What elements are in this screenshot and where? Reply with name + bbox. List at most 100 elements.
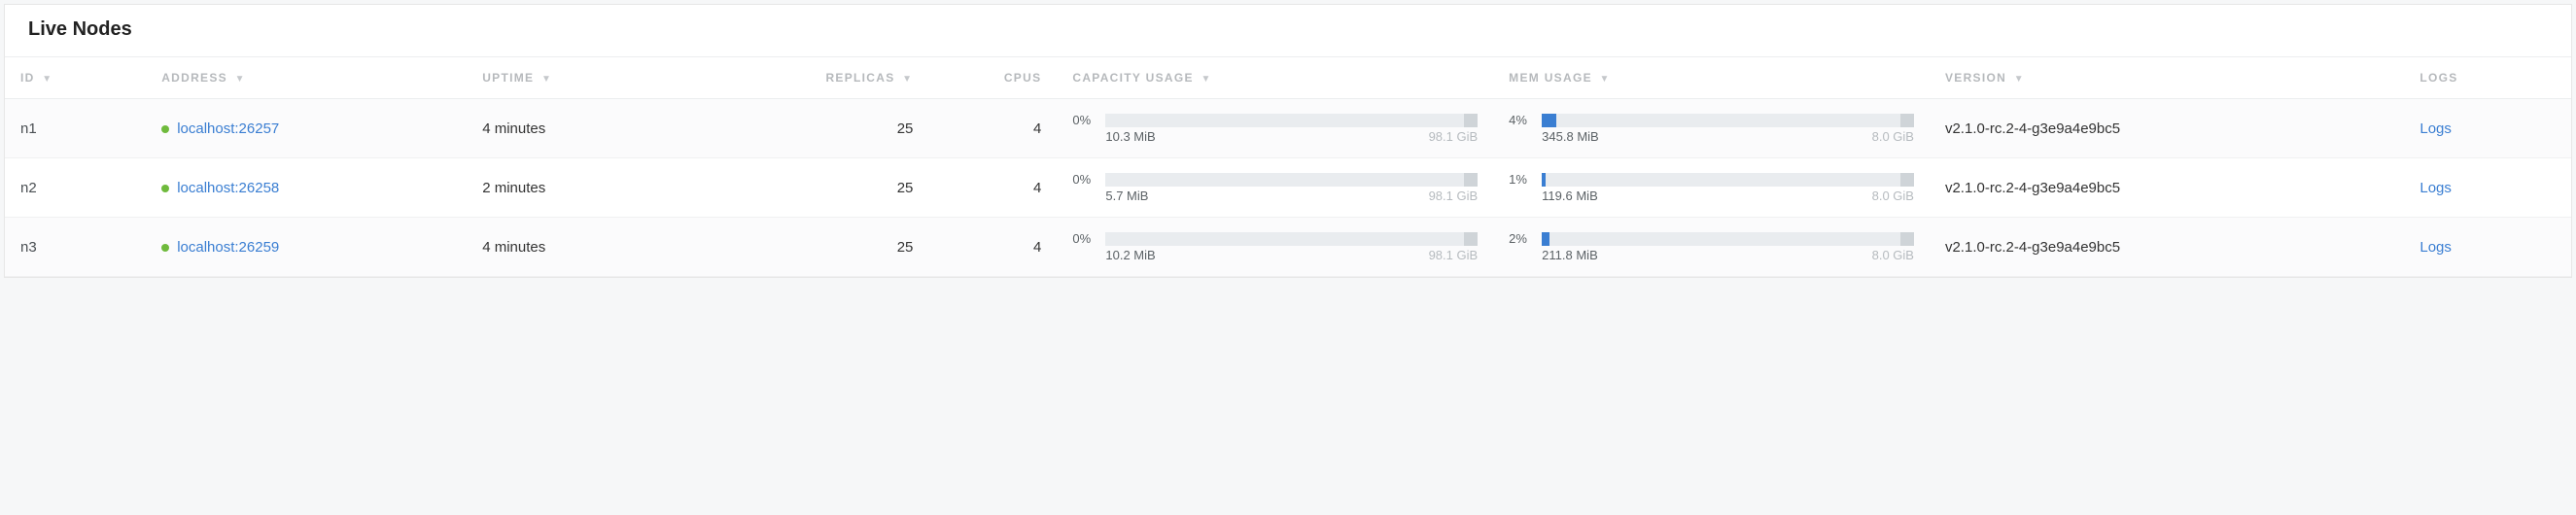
node-address-link[interactable]: localhost:26257	[177, 120, 279, 137]
node-replicas: 25	[698, 99, 929, 158]
node-uptime: 4 minutes	[467, 218, 698, 277]
node-cpus: 4	[928, 158, 1057, 218]
table-row: n2 localhost:26258 2 minutes 25 4 0% 5.7…	[5, 158, 2571, 218]
node-logs-cell: Logs	[2404, 218, 2571, 277]
mem-bar-fill	[1542, 232, 1549, 246]
node-address-link[interactable]: localhost:26258	[177, 180, 279, 196]
live-nodes-panel: Live Nodes id ▼ address ▼ uptime ▼	[4, 4, 2572, 278]
node-uptime: 4 minutes	[467, 99, 698, 158]
mem-total: 8.0 GiB	[1872, 189, 1914, 203]
node-version: v2.1.0-rc.2-4-g3e9a4e9bc5	[1930, 218, 2404, 277]
capacity-used: 10.3 MiB	[1105, 129, 1155, 144]
capacity-usage: 0% 10.2 MiB 98.1 GiB	[1072, 231, 1478, 262]
capacity-usage: 0% 10.3 MiB 98.1 GiB	[1072, 113, 1478, 144]
node-id: n3	[5, 218, 146, 277]
node-replicas: 25	[698, 158, 929, 218]
panel-title: Live Nodes	[5, 5, 2571, 56]
capacity-total: 98.1 GiB	[1429, 248, 1479, 262]
col-header-label: capacity usage	[1072, 71, 1193, 85]
capacity-pct-label: 0%	[1072, 113, 1099, 127]
capacity-bar	[1105, 114, 1478, 127]
capacity-used: 5.7 MiB	[1105, 189, 1148, 203]
capacity-usage: 0% 5.7 MiB 98.1 GiB	[1072, 172, 1478, 203]
sort-icon: ▼	[541, 74, 552, 85]
capacity-bar-cap	[1464, 173, 1478, 187]
mem-usage: 4% 345.8 MiB 8.0 GiB	[1509, 113, 1914, 144]
mem-pct-label: 2%	[1509, 231, 1536, 246]
node-logs-cell: Logs	[2404, 99, 2571, 158]
col-header-label: version	[1945, 71, 2006, 85]
col-header-label: address	[161, 71, 227, 85]
sort-icon: ▼	[42, 74, 52, 85]
mem-bar-cap	[1900, 232, 1914, 246]
col-header-mem[interactable]: mem usage ▼	[1493, 57, 1930, 99]
node-cpus: 4	[928, 99, 1057, 158]
mem-total: 8.0 GiB	[1872, 248, 1914, 262]
capacity-bar-cap	[1464, 232, 1478, 246]
capacity-bar	[1105, 232, 1478, 246]
node-mem-cell: 2% 211.8 MiB 8.0 GiB	[1493, 218, 1930, 277]
col-header-label: uptime	[482, 71, 534, 85]
node-address-cell: localhost:26257	[146, 99, 467, 158]
node-capacity-cell: 0% 10.3 MiB 98.1 GiB	[1057, 99, 1493, 158]
mem-bar	[1542, 173, 1914, 187]
mem-bar	[1542, 114, 1914, 127]
node-address-cell: localhost:26258	[146, 158, 467, 218]
status-dot-icon	[161, 244, 169, 252]
node-uptime: 2 minutes	[467, 158, 698, 218]
node-address-link[interactable]: localhost:26259	[177, 239, 279, 256]
mem-total: 8.0 GiB	[1872, 129, 1914, 144]
col-header-replicas[interactable]: replicas ▼	[698, 57, 929, 99]
mem-bar-fill	[1542, 173, 1546, 187]
node-capacity-cell: 0% 10.2 MiB 98.1 GiB	[1057, 218, 1493, 277]
sort-icon: ▼	[2014, 74, 2025, 85]
col-header-cpus: cpus	[928, 57, 1057, 99]
sort-icon: ▼	[1600, 74, 1611, 85]
col-header-label: logs	[2419, 71, 2457, 85]
status-dot-icon	[161, 125, 169, 133]
capacity-total: 98.1 GiB	[1429, 189, 1479, 203]
logs-link[interactable]: Logs	[2419, 120, 2452, 137]
status-dot-icon	[161, 185, 169, 192]
mem-used: 119.6 MiB	[1542, 189, 1598, 203]
logs-link[interactable]: Logs	[2419, 180, 2452, 196]
col-header-uptime[interactable]: uptime ▼	[467, 57, 698, 99]
node-id: n1	[5, 99, 146, 158]
col-header-address[interactable]: address ▼	[146, 57, 467, 99]
mem-usage: 1% 119.6 MiB 8.0 GiB	[1509, 172, 1914, 203]
col-header-label: mem usage	[1509, 71, 1592, 85]
node-version: v2.1.0-rc.2-4-g3e9a4e9bc5	[1930, 99, 2404, 158]
node-logs-cell: Logs	[2404, 158, 2571, 218]
node-replicas: 25	[698, 218, 929, 277]
col-header-version[interactable]: version ▼	[1930, 57, 2404, 99]
node-cpus: 4	[928, 218, 1057, 277]
capacity-pct-label: 0%	[1072, 231, 1099, 246]
node-address-cell: localhost:26259	[146, 218, 467, 277]
capacity-pct-label: 0%	[1072, 172, 1099, 187]
col-header-label: id	[20, 71, 35, 85]
col-header-label: cpus	[1004, 71, 1042, 85]
mem-bar-cap	[1900, 173, 1914, 187]
capacity-used: 10.2 MiB	[1105, 248, 1155, 262]
mem-usage: 2% 211.8 MiB 8.0 GiB	[1509, 231, 1914, 262]
mem-used: 211.8 MiB	[1542, 248, 1598, 262]
table-row: n1 localhost:26257 4 minutes 25 4 0% 10.…	[5, 99, 2571, 158]
capacity-bar-cap	[1464, 114, 1478, 127]
mem-bar-fill	[1542, 114, 1556, 127]
sort-icon: ▼	[902, 74, 913, 85]
mem-bar-cap	[1900, 114, 1914, 127]
col-header-logs: logs	[2404, 57, 2571, 99]
mem-pct-label: 4%	[1509, 113, 1536, 127]
node-mem-cell: 1% 119.6 MiB 8.0 GiB	[1493, 158, 1930, 218]
node-capacity-cell: 0% 5.7 MiB 98.1 GiB	[1057, 158, 1493, 218]
col-header-capacity[interactable]: capacity usage ▼	[1057, 57, 1493, 99]
logs-link[interactable]: Logs	[2419, 239, 2452, 256]
nodes-table: id ▼ address ▼ uptime ▼ replicas ▼ cpus	[5, 56, 2571, 277]
capacity-bar	[1105, 173, 1478, 187]
mem-pct-label: 1%	[1509, 172, 1536, 187]
col-header-id[interactable]: id ▼	[5, 57, 146, 99]
table-row: n3 localhost:26259 4 minutes 25 4 0% 10.…	[5, 218, 2571, 277]
sort-icon: ▼	[235, 74, 246, 85]
nodes-tbody: n1 localhost:26257 4 minutes 25 4 0% 10.…	[5, 99, 2571, 277]
capacity-total: 98.1 GiB	[1429, 129, 1479, 144]
